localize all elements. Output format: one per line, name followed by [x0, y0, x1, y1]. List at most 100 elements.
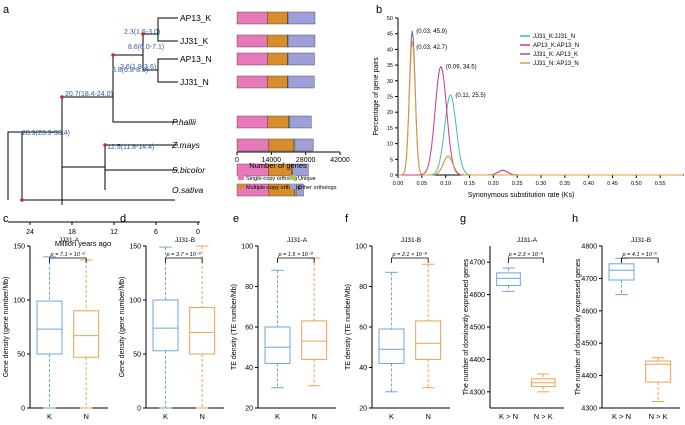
panel-label-b: b	[376, 4, 382, 16]
taxon-label: JJ31_N	[180, 77, 209, 87]
tree-axis-tick-label: 0	[196, 229, 200, 236]
boxplot-box	[73, 310, 100, 358]
ks-peak-annotation: (0.09, 34.5)	[446, 65, 477, 71]
boxplot-title: JJ31-B	[631, 237, 651, 244]
taxon-label: Z.mays	[171, 140, 201, 150]
ortholog-bar-segment	[266, 75, 288, 89]
boxplot-category-label: K	[163, 412, 168, 421]
ortholog-axis-label: Number of genes	[249, 161, 307, 170]
legend-swatch	[290, 175, 296, 180]
phylogenetic-tree	[7, 17, 200, 223]
legend-label: Other orthologs	[298, 185, 337, 191]
ks-x-label: Synonymous substitution rate (Ks)	[468, 192, 575, 199]
ortholog-bar-segment	[236, 34, 268, 48]
ks-legend-label: AP13_K:AP13_N	[533, 43, 579, 49]
taxon-label: O.sativa	[172, 185, 203, 195]
boxplot-y-tick-label: 4300	[469, 389, 485, 396]
boxplot-y-label: TE density (TE number/Mb)	[231, 284, 238, 370]
tree-branch-mays-bicolor	[104, 144, 178, 190]
significance-bracket	[508, 257, 544, 263]
taxon-label: P.hallii	[172, 117, 197, 127]
boxplot-y-tick-label: 4500	[581, 341, 597, 348]
boxplot-box	[415, 320, 442, 360]
legend-swatch	[290, 184, 296, 189]
legend-swatch	[238, 175, 244, 180]
ks-y-tick-label: 40	[387, 47, 393, 53]
boxplot-y-tick-label: 100	[129, 298, 141, 305]
boxplot-y-tick-label: 150	[13, 244, 25, 251]
boxplot-panels: 0 50 100 150 JJ31-A Gene density (gene number…	[3, 237, 680, 421]
boxplot-box	[301, 320, 328, 360]
boxplot-y-tick-label: 40	[359, 365, 367, 372]
ks-x-tick-label: 0.25	[512, 181, 523, 187]
panel-label-h: h	[572, 213, 578, 225]
ks-x-tick-label: 0.15	[464, 181, 475, 187]
boxplot-title: JJ31-A	[287, 237, 308, 244]
boxplot-box	[608, 263, 635, 281]
ortholog-bar-segment	[267, 11, 288, 25]
legend-label: Single-copy ortholog	[246, 176, 297, 182]
significance-bracket	[49, 257, 87, 263]
panel-label-e: e	[233, 213, 239, 225]
pvalue-label: p = 3.7 × 10⁻⁶	[166, 251, 202, 258]
ortholog-bar-segment	[294, 138, 314, 152]
boxplot-panel: 20 40 60 80 100 JJ31-A TE density (TE number/M…	[231, 237, 336, 421]
boxplot-y-label: The number of dominantly expressed genes	[575, 258, 582, 395]
boxplot-y-tick-label: 0	[21, 406, 25, 413]
ortholog-bar-segment	[236, 138, 270, 152]
pvalue-label: p = 7.1 × 10⁻⁶	[50, 251, 86, 258]
ks-peak-annotation: (0.03, 45.9)	[416, 29, 447, 35]
ks-y-tick-label: 30	[387, 79, 393, 85]
ortholog-bar-segment	[268, 138, 294, 152]
boxplot-y-label: TE density (TE number/Mb)	[345, 284, 352, 370]
taxon-label: AP13_K	[180, 13, 212, 23]
ks-distribution-chart: 0 5 10 15 20 25 30 35 40 45 50 0.00 0.05 0.10 0.15 0.20…	[373, 16, 684, 199]
ortholog-bar-segment	[287, 34, 316, 48]
ortholog-bar-segment	[267, 52, 288, 66]
boxplot-box	[378, 328, 405, 364]
ortholog-legend: Single-copy ortholog Unique Multiple-copy …	[238, 175, 337, 191]
boxplot-y-label: The number of dominantly expressed genes	[463, 258, 470, 395]
panel-label-d: d	[120, 213, 126, 225]
ks-y-tick-label: 5	[390, 157, 393, 163]
taxon-label: AP13_N	[180, 54, 212, 64]
node-age-label: 12.5(11.8-14.4)	[107, 144, 154, 151]
ortholog-axis: 0 14000 28000 42000	[235, 151, 350, 164]
boxplot-box	[496, 272, 521, 287]
boxplot-title: JJ31-A	[517, 237, 538, 244]
boxplot-y-tick-label: 80	[245, 284, 253, 291]
pvalue-label: p = 4.1 × 10⁻⁵	[622, 251, 658, 258]
ks-series-line	[398, 65, 683, 176]
boxplot-y-tick-label: 100	[241, 244, 253, 251]
ortholog-bar-chart	[236, 11, 316, 197]
boxplot-box	[189, 307, 216, 355]
boxplot-panel: 20 40 60 80 100 JJ31-B TE density (TE number/M…	[345, 237, 450, 421]
boxplot-y-tick-label: 4600	[469, 292, 485, 299]
pvalue-label: p = 2.1 × 10⁻⁸	[392, 251, 428, 258]
panel-label-f: f	[345, 213, 349, 225]
node-marker	[111, 53, 115, 57]
ortholog-tick-label: 0	[235, 157, 239, 164]
boxplot-y-tick-label: 4600	[581, 308, 597, 315]
ks-x-tick-label: 0.20	[488, 181, 499, 187]
ks-x-tick-label: 0.05	[416, 181, 427, 187]
ks-x-tick-label: 0.55	[655, 181, 666, 187]
boxplot-title: JJ31-B	[401, 237, 421, 244]
tree-axis-tick-label: 6	[154, 229, 158, 236]
tree-axis-tick-label: 18	[68, 229, 76, 236]
node-marker	[103, 143, 107, 147]
ortholog-bar-segment	[287, 11, 316, 25]
legend-swatch	[238, 184, 244, 189]
node-age-label: 6.8(6.3-8.0)	[112, 67, 148, 74]
ortholog-bar-segment	[289, 115, 312, 129]
ks-y-tick-label: 45	[387, 32, 393, 38]
significance-bracket	[391, 257, 429, 263]
boxplot-category-label: N	[199, 412, 204, 421]
panel-label-c: c	[3, 213, 9, 225]
boxplot-y-tick-label: 60	[359, 325, 367, 332]
ortholog-bar-segment	[236, 52, 268, 66]
boxplot-panel: 4300 4400 4500 4600 4700 4800 JJ31-B The number…	[575, 237, 680, 421]
ks-peak-annotation: (0.03, 42.7)	[416, 45, 447, 51]
boxplot-panel: 0 50 100 150 JJ31-A Gene density (gene number…	[3, 237, 108, 421]
ks-x-tick-label: 0.50	[631, 181, 642, 187]
